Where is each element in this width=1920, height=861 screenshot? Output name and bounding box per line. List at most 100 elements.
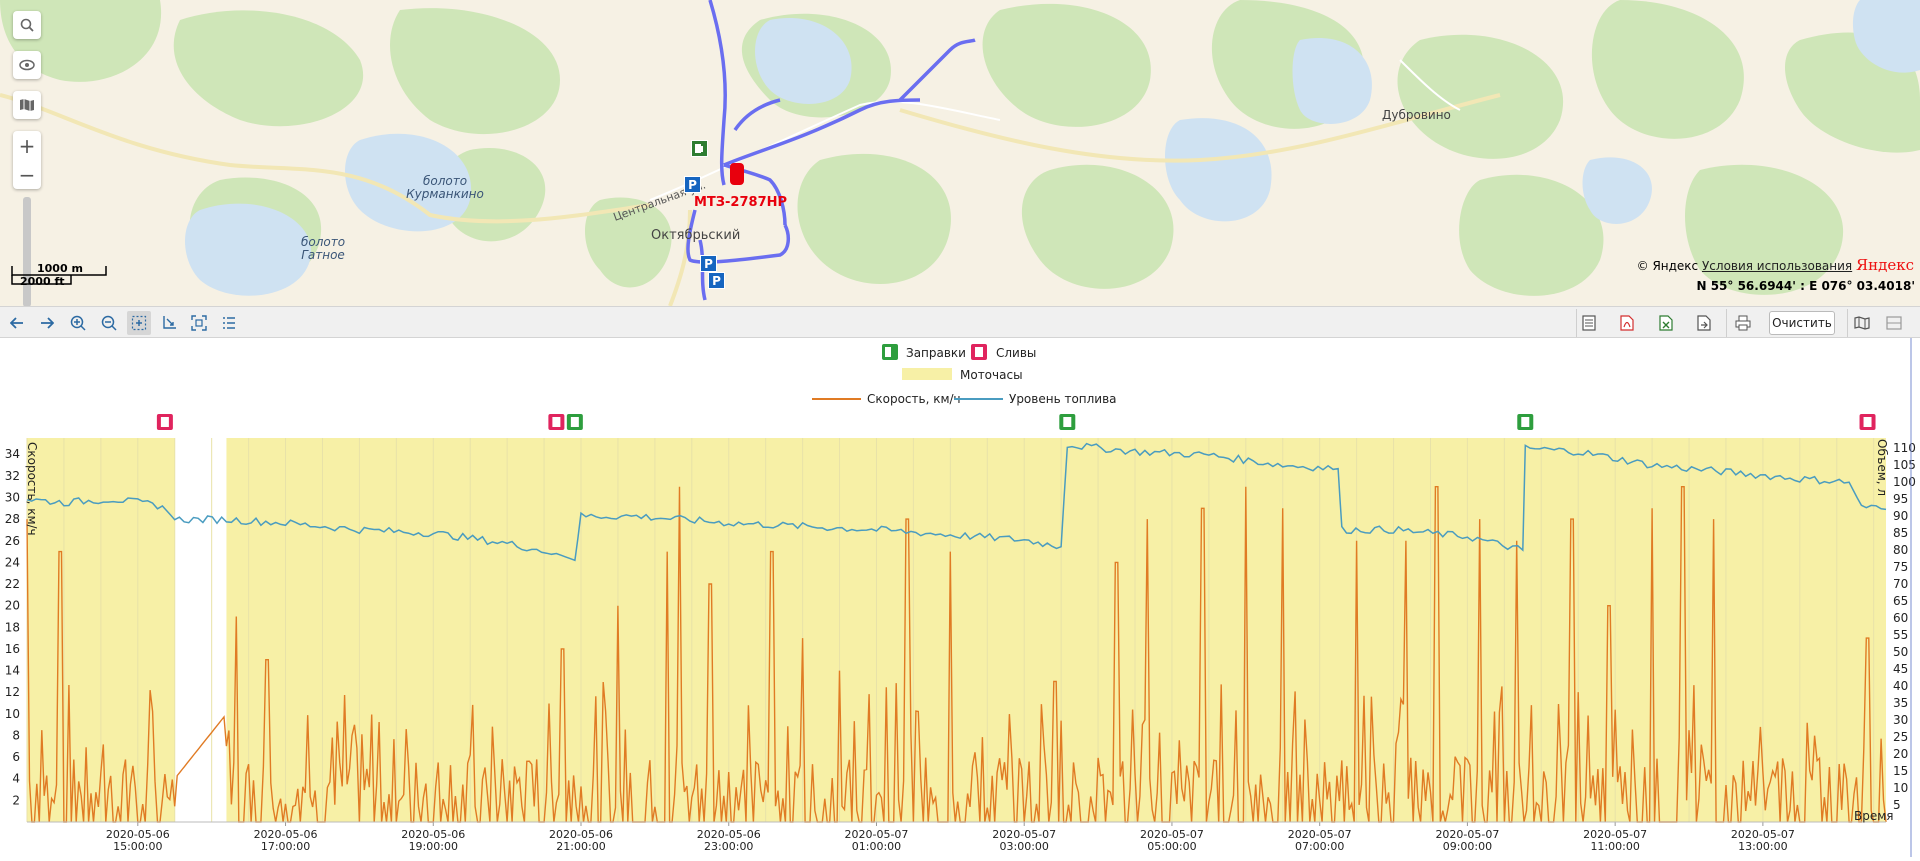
fuel-station-marker[interactable] — [691, 140, 708, 157]
village-label: Дубровино — [1382, 108, 1451, 122]
table-button[interactable] — [217, 311, 241, 335]
chart-svg[interactable]: 2468101214161820222426283032345101520253… — [0, 338, 1920, 857]
arrow-left-icon — [10, 317, 23, 329]
parking-marker[interactable]: P — [700, 255, 717, 272]
map-canvas[interactable]: Центральная ул. — [0, 0, 1920, 306]
zoom-slider[interactable] — [23, 197, 31, 306]
panel-view-button[interactable] — [1882, 311, 1906, 335]
x-tick-date: 2020-05-06 — [106, 828, 170, 841]
y-left-tick: 12 — [5, 685, 20, 699]
y-right-tick: 50 — [1893, 645, 1908, 659]
legend-speed-label: Скорость, км/ч — [867, 392, 961, 406]
map[interactable]: Центральная ул. болото Курманкино болото… — [0, 0, 1920, 306]
legend-fills[interactable]: Заправки — [882, 344, 966, 360]
x-tick-date: 2020-05-07 — [1435, 828, 1499, 841]
excel-export-button[interactable] — [1654, 311, 1678, 335]
engine-hours-band — [226, 438, 1886, 822]
fuel-fill-marker-glyph — [1521, 417, 1530, 427]
y-left-tick: 34 — [5, 447, 20, 461]
zoom-out-button[interactable]: − — [18, 162, 36, 187]
x-tick-time: 09:00:00 — [1443, 840, 1492, 853]
legend-engine-hours-label: Моточасы — [960, 368, 1023, 382]
y-left-tick: 30 — [5, 490, 20, 504]
map-layers-button[interactable] — [13, 91, 41, 119]
y-left-tick: 22 — [5, 577, 20, 591]
fuel-drain-marker-glyph — [552, 417, 561, 427]
fuel-drain-marker[interactable] — [1859, 414, 1876, 430]
fuel-fill-marker[interactable] — [566, 414, 583, 430]
speed-series — [26, 485, 1887, 823]
chart-legend[interactable]: Заправки Сливы Моточасы Скорость, км/ч У… — [812, 344, 1117, 406]
file-export-button[interactable] — [1692, 311, 1716, 335]
y-left-tick: 6 — [12, 750, 20, 764]
forward-button[interactable] — [35, 311, 59, 335]
y-left-tick: 28 — [5, 512, 20, 526]
print-button[interactable] — [1731, 311, 1755, 335]
map-visibility-button[interactable] — [13, 51, 41, 79]
y-right-tick: 15 — [1893, 764, 1908, 778]
chart-axes: 2468101214161820222426283032345101520253… — [5, 441, 1916, 853]
y-left-tick: 18 — [5, 620, 20, 634]
event-markers[interactable] — [156, 414, 1876, 430]
map-view-icon — [1854, 316, 1870, 330]
terms-link[interactable]: Условия использования — [1701, 259, 1853, 273]
y-right-tick: 60 — [1893, 611, 1908, 625]
fit-button[interactable] — [187, 311, 211, 335]
legend-drains-label: Сливы — [996, 346, 1036, 360]
eye-icon — [19, 59, 35, 71]
x-tick-time: 05:00:00 — [1147, 840, 1196, 853]
y-right-tick: 80 — [1893, 543, 1908, 557]
x-tick-date: 2020-05-07 — [845, 828, 909, 841]
legend-engine-hours[interactable]: Моточасы — [902, 368, 1023, 382]
pdf-icon — [1620, 315, 1634, 331]
y-right-tick: 20 — [1893, 747, 1908, 761]
fuel-speed-chart[interactable]: 2 4 6 8 10 12 14 16 18 20 22 24 26 28 30 32 34 5 10 15 20 25 3… — [0, 338, 1920, 857]
chart-zoom-in-button[interactable] — [66, 311, 90, 335]
fuel-series — [26, 442, 1887, 562]
chart-zoom-out-button[interactable] — [97, 311, 121, 335]
fuel-drain-marker[interactable] — [548, 414, 565, 430]
report-icon — [1582, 315, 1596, 331]
yandex-logo[interactable]: Яндекс — [1855, 256, 1914, 274]
fuel-pump-icon — [695, 144, 703, 153]
legend-drains[interactable]: Сливы — [971, 344, 1036, 360]
legend-fuel[interactable]: Уровень топлива — [954, 392, 1117, 406]
parking-marker[interactable]: P — [708, 272, 725, 289]
fuel-fill-icon-pump — [885, 347, 891, 357]
map-view-button[interactable] — [1850, 311, 1874, 335]
x-tick-time: 23:00:00 — [704, 840, 753, 853]
fuel-drain-marker[interactable] — [156, 414, 173, 430]
map-layers-icon — [20, 99, 34, 111]
clear-button[interactable]: Очистить — [1769, 311, 1835, 335]
y-axis-left-label: Скорость, км/ч — [25, 442, 39, 536]
y-left-tick: 16 — [5, 642, 20, 656]
x-tick-time: 01:00:00 — [852, 840, 901, 853]
pdf-export-button[interactable] — [1615, 311, 1639, 335]
vehicle-label[interactable]: МТЗ-2787НР — [694, 195, 788, 210]
legend-speed[interactable]: Скорость, км/ч — [812, 392, 961, 406]
zoom-out-icon — [101, 315, 117, 331]
report-button[interactable] — [1577, 311, 1601, 335]
y-right-tick: 90 — [1893, 509, 1908, 523]
copyright-owner: © Яндекс — [1636, 259, 1699, 273]
x-tick-time: 17:00:00 — [261, 840, 310, 853]
zoom-in-button[interactable]: + — [18, 133, 36, 158]
y-left-tick: 24 — [5, 555, 20, 569]
select-area-button[interactable] — [127, 311, 151, 335]
arrow-right-icon — [41, 317, 54, 329]
vehicle-marker[interactable] — [730, 163, 744, 185]
fuel-drain-marker-glyph — [1863, 417, 1872, 427]
fuel-fill-marker[interactable] — [1517, 414, 1534, 430]
map-search-button[interactable] — [13, 11, 41, 39]
y-axis-right-label: Объем, л — [1875, 439, 1889, 496]
fuel-fill-marker-glyph — [1063, 417, 1072, 427]
x-tick-time: 07:00:00 — [1295, 840, 1344, 853]
axis-zoom-button[interactable] — [157, 311, 181, 335]
y-left-tick: 20 — [5, 599, 20, 613]
swamp-label-kurmankino: болото Курманкино — [406, 174, 484, 201]
fuel-drain-icon-can — [975, 347, 983, 357]
y-right-tick: 75 — [1893, 560, 1908, 574]
back-button[interactable] — [5, 311, 29, 335]
parking-marker[interactable]: P — [684, 176, 701, 193]
fuel-fill-marker[interactable] — [1059, 414, 1076, 430]
